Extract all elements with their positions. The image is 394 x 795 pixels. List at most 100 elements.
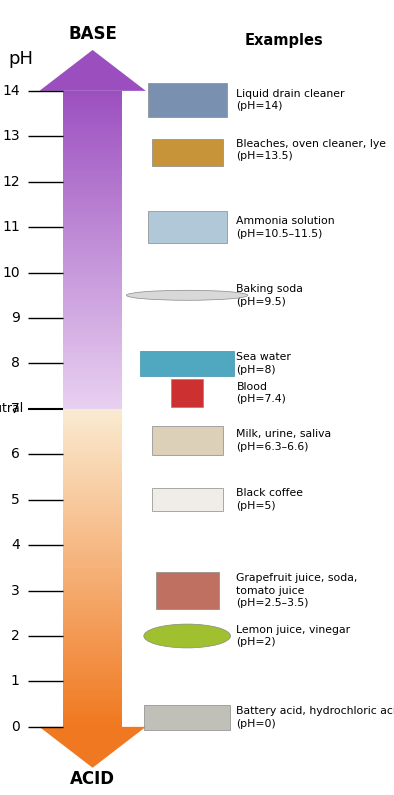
Bar [63, 269, 122, 271]
Bar [63, 445, 122, 447]
Text: Baking soda
(pH=9.5): Baking soda (pH=9.5) [236, 284, 303, 307]
Bar [63, 351, 122, 354]
Bar [63, 432, 122, 434]
Bar [63, 663, 122, 665]
Bar [63, 561, 122, 564]
Bar [148, 211, 227, 243]
Bar [63, 714, 122, 716]
Bar [63, 405, 122, 407]
Bar [63, 587, 122, 589]
Bar [63, 165, 122, 167]
Bar [63, 440, 122, 443]
Bar [63, 576, 122, 579]
Bar [63, 199, 122, 201]
Bar [63, 646, 122, 649]
Bar [63, 394, 122, 396]
Bar [63, 452, 122, 453]
Bar [63, 672, 122, 674]
Bar [63, 271, 122, 273]
Bar [63, 510, 122, 513]
Bar [63, 167, 122, 169]
Bar [63, 254, 122, 256]
Text: Examples: Examples [244, 33, 323, 48]
Bar [63, 426, 122, 428]
Bar [152, 138, 223, 166]
Bar [63, 532, 122, 534]
Bar [63, 184, 122, 186]
Bar [63, 466, 122, 468]
Bar [63, 335, 122, 337]
Bar [63, 481, 122, 483]
Bar [63, 144, 122, 146]
Bar [63, 313, 122, 316]
Bar [63, 621, 122, 623]
Bar [63, 591, 122, 593]
Bar [63, 356, 122, 358]
Text: Blood
(pH=7.4): Blood (pH=7.4) [236, 382, 286, 405]
Bar [63, 248, 122, 250]
Ellipse shape [126, 290, 248, 301]
Bar [63, 500, 122, 502]
Bar [63, 224, 122, 227]
Bar [63, 700, 122, 701]
Polygon shape [39, 727, 146, 768]
Bar [63, 606, 122, 608]
Bar [171, 379, 203, 406]
Bar [63, 513, 122, 515]
Text: Grapefruit juice, soda,
tomato juice
(pH=2.5–3.5): Grapefruit juice, soda, tomato juice (pH… [236, 572, 358, 608]
Bar [63, 560, 122, 561]
Bar [63, 297, 122, 299]
Bar [63, 192, 122, 195]
Bar [63, 523, 122, 525]
Bar [63, 154, 122, 157]
Bar [63, 436, 122, 439]
Bar [63, 284, 122, 286]
Bar [63, 491, 122, 494]
Bar [63, 229, 122, 231]
Bar [63, 288, 122, 290]
Bar [63, 407, 122, 409]
Bar [63, 579, 122, 580]
Bar [63, 267, 122, 269]
Bar [63, 286, 122, 288]
Bar [63, 485, 122, 487]
Bar [63, 106, 122, 108]
Bar [63, 525, 122, 528]
Bar [63, 583, 122, 585]
Bar [63, 347, 122, 350]
Bar [63, 619, 122, 621]
Bar [63, 102, 122, 103]
Bar [63, 201, 122, 204]
Bar [63, 388, 122, 390]
Bar [63, 398, 122, 401]
Bar [63, 307, 122, 309]
Text: Black coffee
(pH=5): Black coffee (pH=5) [236, 488, 303, 511]
Bar [63, 95, 122, 97]
Bar [63, 649, 122, 650]
Bar [63, 146, 122, 148]
Bar [63, 468, 122, 471]
Bar [63, 339, 122, 341]
Bar [152, 426, 223, 456]
Bar [63, 528, 122, 529]
Bar [63, 487, 122, 490]
Text: Milk, urine, saliva
(pH=6.3–6.6): Milk, urine, saliva (pH=6.3–6.6) [236, 429, 331, 452]
Bar [63, 275, 122, 277]
Bar [63, 148, 122, 150]
Bar [63, 665, 122, 668]
Bar [63, 216, 122, 218]
Bar [63, 644, 122, 646]
Text: 1: 1 [11, 674, 20, 688]
Bar [63, 258, 122, 261]
Text: 3: 3 [11, 584, 20, 598]
Bar [63, 360, 122, 363]
Bar [63, 214, 122, 216]
Bar [63, 318, 122, 320]
Bar [63, 542, 122, 545]
Bar [63, 358, 122, 360]
Bar [63, 250, 122, 252]
Bar [63, 188, 122, 191]
Ellipse shape [144, 624, 230, 648]
Bar [63, 210, 122, 211]
Bar [63, 121, 122, 122]
